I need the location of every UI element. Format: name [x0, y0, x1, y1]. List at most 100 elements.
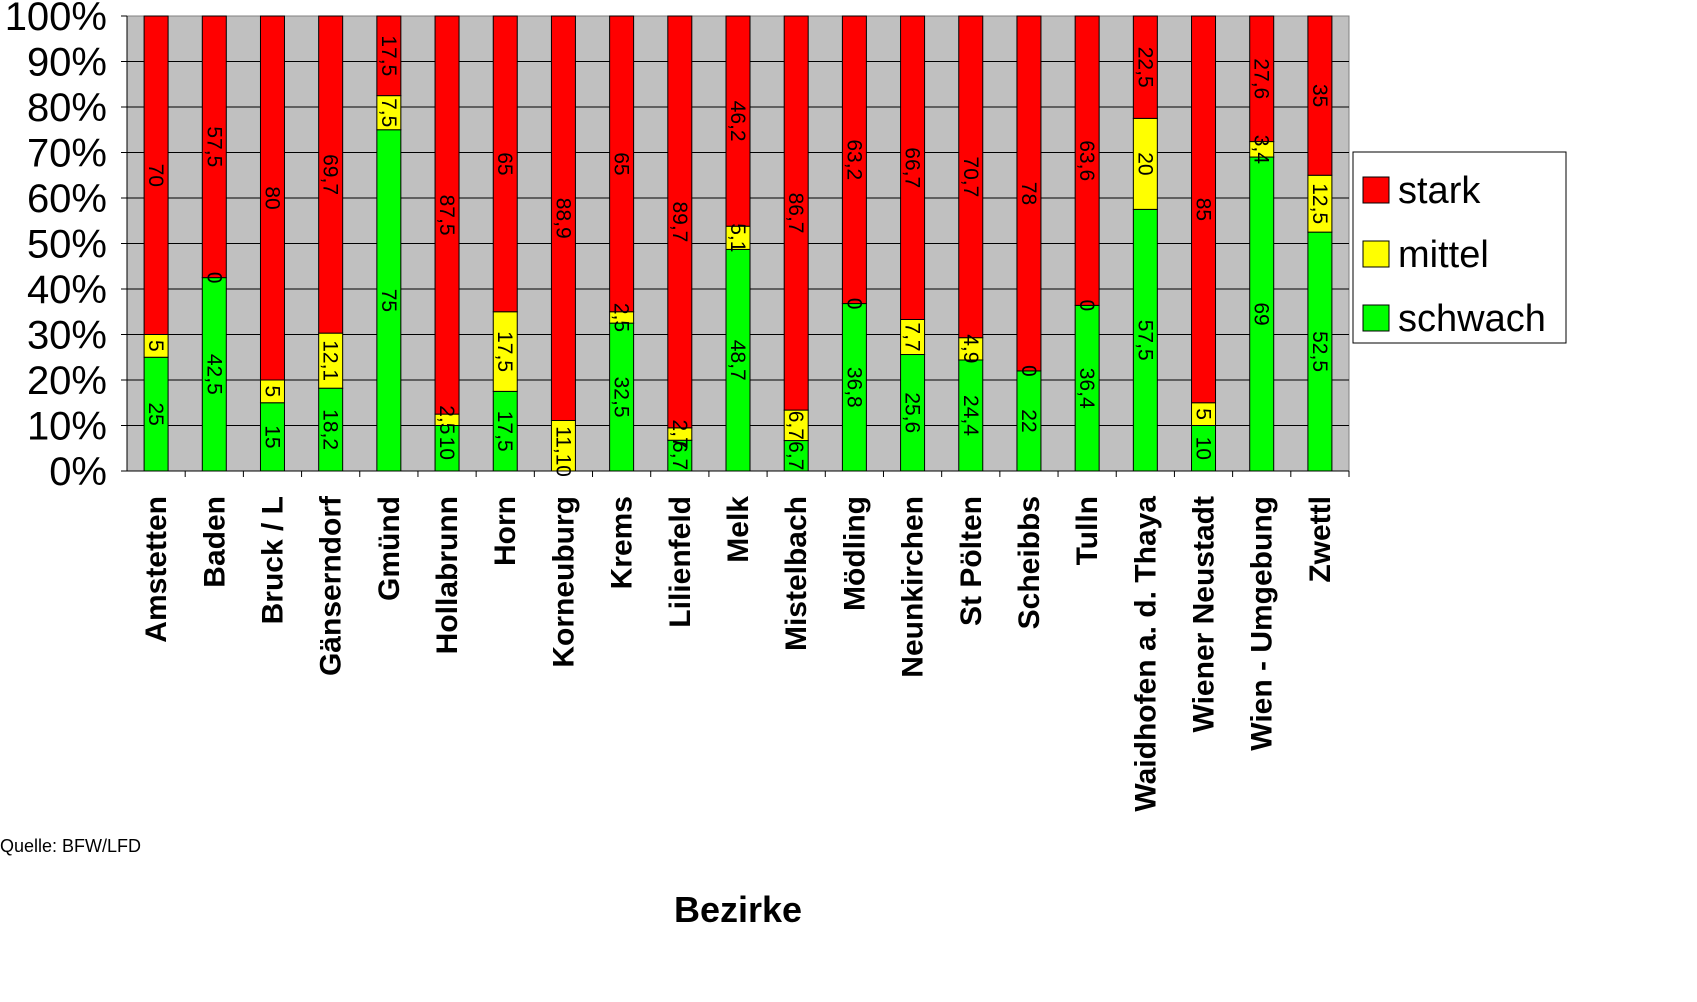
- data-label-mittel: 0: [842, 298, 865, 310]
- category-label: Korneuburg: [547, 496, 580, 668]
- data-label-mittel: 0: [202, 272, 225, 284]
- data-label-schwach: 36,4: [1075, 368, 1098, 409]
- bar-segment-stark: [1191, 15, 1217, 404]
- data-label-stark: 85: [1192, 198, 1215, 221]
- bar-segment-stark: [550, 15, 576, 421]
- data-label-mittel: 5,1: [726, 223, 749, 252]
- data-label-stark: 17,5: [377, 35, 400, 76]
- category-label: Hollabrunn: [431, 496, 464, 654]
- bar-segment-schwach: [1249, 156, 1275, 472]
- data-label-schwach: 75: [377, 289, 400, 312]
- data-label-stark: 86,7: [784, 193, 807, 234]
- data-label-schwach: 10: [1192, 437, 1215, 460]
- category-label: Waidhofen a. d. Thaya: [1129, 496, 1162, 812]
- bar-segment-stark: [1132, 15, 1158, 119]
- bar-segment-schwach: [492, 390, 518, 472]
- legend-label: stark: [1398, 170, 1481, 212]
- bar-segment-stark: [143, 15, 169, 335]
- bar-segment-schwach: [376, 129, 402, 472]
- data-label-stark: 63,6: [1075, 140, 1098, 181]
- data-label-mittel: 2,5: [435, 405, 458, 434]
- data-label-stark: 78: [1017, 182, 1040, 205]
- data-label-mittel: 7,7: [901, 322, 924, 351]
- bar-segment-stark: [434, 15, 460, 415]
- category-label: Wien - Umgebung: [1246, 496, 1279, 751]
- data-label-schwach: 22: [1017, 409, 1040, 432]
- category-label: Horn: [489, 496, 522, 566]
- source-note: Quelle: BFW/LFD: [0, 836, 141, 856]
- y-tick-label: 50%: [27, 223, 107, 267]
- legend-swatch-schwach: [1362, 304, 1390, 332]
- data-label-schwach: 15: [260, 425, 283, 448]
- data-label-schwach: 25,6: [901, 392, 924, 433]
- data-label-mittel: 20: [1133, 152, 1156, 175]
- legend-label: mittel: [1398, 234, 1489, 276]
- data-label-mittel: 5: [144, 340, 167, 352]
- data-label-mittel: 5: [260, 386, 283, 398]
- data-label-schwach: 42,5: [202, 354, 225, 395]
- x-axis-title: Bezirke: [674, 889, 802, 930]
- data-label-stark: 66,7: [901, 147, 924, 188]
- bar-segment-stark: [609, 15, 635, 313]
- legend-label: schwach: [1398, 298, 1546, 340]
- bar-segment-mittel: [1132, 117, 1158, 210]
- bar-segment-mittel: [1307, 174, 1333, 233]
- category-label: Mistelbach: [780, 496, 813, 651]
- data-label-stark: 35: [1308, 84, 1331, 107]
- data-label-mittel: 5: [1192, 408, 1215, 420]
- data-label-mittel: 0: [1017, 365, 1040, 377]
- data-label-schwach: 24,4: [959, 395, 982, 436]
- data-label-schwach: 10: [435, 437, 458, 460]
- data-label-mittel: 2,5: [610, 303, 633, 332]
- data-label-schwach: 48,7: [726, 340, 749, 381]
- bar-segment-stark: [1074, 15, 1100, 306]
- legend-swatch-stark: [1362, 176, 1390, 204]
- bar-segment-stark: [841, 15, 867, 305]
- data-label-stark: 80: [260, 186, 283, 209]
- data-label-schwach: 6,7: [668, 441, 691, 470]
- category-label: Wiener Neustadt: [1188, 496, 1221, 732]
- y-tick-label: 90%: [27, 41, 107, 85]
- data-label-schwach: 52,5: [1308, 331, 1331, 372]
- data-label-mittel: 11,1: [551, 426, 574, 465]
- y-tick-label: 10%: [27, 405, 107, 449]
- bar-segment-stark: [783, 15, 809, 411]
- data-label-schwach: 6,7: [784, 441, 807, 470]
- data-label-stark: 27,6: [1250, 58, 1273, 99]
- data-label-mittel: 12,1: [319, 340, 342, 381]
- data-label-stark: 88,9: [551, 198, 574, 239]
- bar-segment-stark: [958, 15, 984, 339]
- category-label: Tulln: [1071, 496, 1104, 565]
- y-tick-label: 20%: [27, 359, 107, 403]
- bar-segment-stark: [1016, 15, 1042, 372]
- data-label-schwach: 36,8: [842, 367, 865, 408]
- bar-segment-stark: [900, 15, 926, 320]
- bar-segment-stark: [376, 15, 402, 97]
- data-label-stark: 69,7: [319, 154, 342, 195]
- bar-segment-stark: [667, 15, 693, 429]
- data-label-mittel: 4,9: [959, 334, 982, 363]
- bars: [143, 15, 1333, 472]
- data-label-mittel: 17,5: [493, 331, 516, 372]
- bar-segment-stark: [725, 15, 751, 227]
- data-label-mittel: 2,7: [668, 419, 691, 448]
- category-label: Lilienfeld: [664, 496, 697, 628]
- data-label-stark: 65: [493, 152, 516, 175]
- data-label-stark: 89,7: [668, 201, 691, 242]
- category-label: Gänserndorf: [315, 495, 348, 676]
- data-label-mittel: 7,5: [377, 98, 400, 127]
- data-labels: 25 5 70 42,5 0 57,5 15 5 80 18,2 12,1 69,7 75 7,5 17,5…: [144, 35, 1331, 476]
- y-tick-label: 60%: [27, 177, 107, 221]
- data-label-stark: 57,5: [202, 126, 225, 167]
- category-label: Baden: [198, 496, 231, 588]
- bar-segment-stark: [259, 15, 285, 381]
- legend: stark mittel schwach: [1352, 151, 1567, 344]
- data-label-stark: 70: [144, 164, 167, 187]
- bar-segment-schwach: [1191, 425, 1217, 472]
- category-label: Gmünd: [373, 496, 406, 601]
- data-label-schwach: 25: [144, 402, 167, 425]
- data-label-schwach: 18,2: [319, 409, 342, 450]
- data-label-stark: 70,7: [959, 156, 982, 197]
- data-label-mittel: 12,5: [1308, 183, 1331, 224]
- category-label: Scheibbs: [1013, 496, 1046, 629]
